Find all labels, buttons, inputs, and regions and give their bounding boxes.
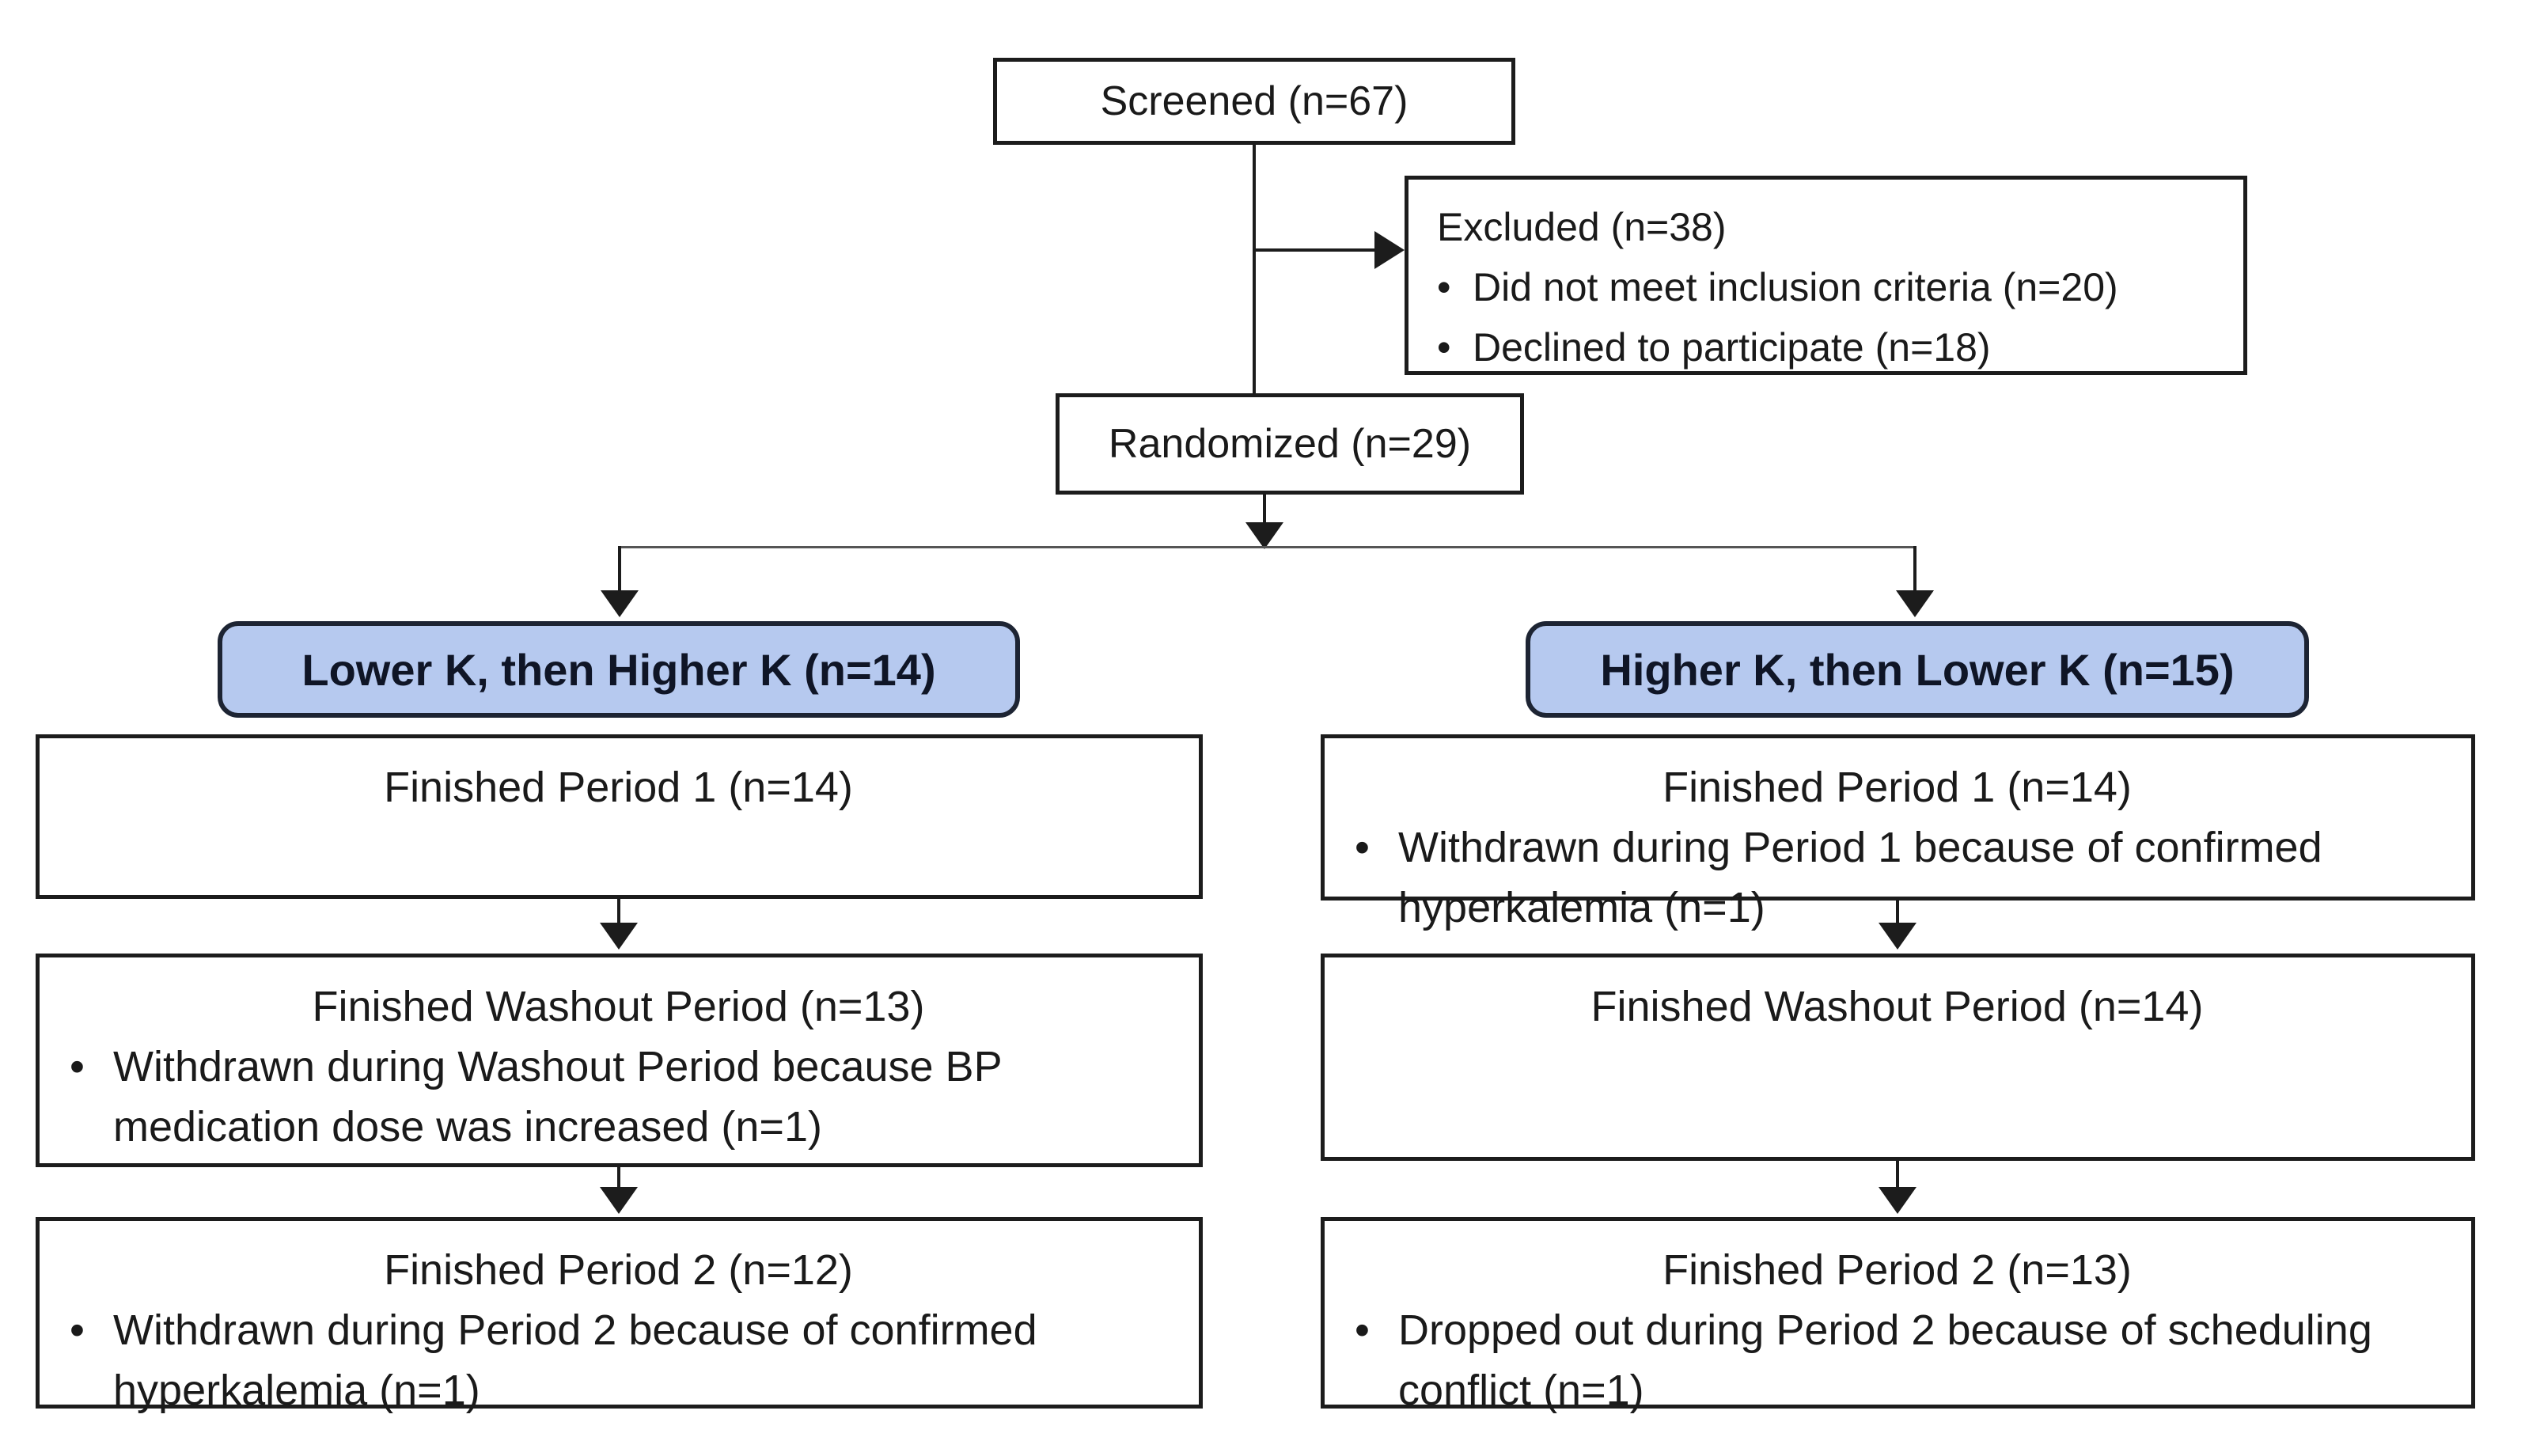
right-period2-box: Finished Period 2 (n=13) • Dropped out d… (1321, 1217, 2475, 1414)
arrowhead-split-icon (1245, 522, 1283, 549)
step-bullet-text: Dropped out during Period 2 because of s… (1398, 1306, 2372, 1414)
left-period1-box: Finished Period 1 (n=14) (36, 734, 1203, 899)
step-bullet: • Withdrawn during Period 2 because of c… (70, 1300, 1167, 1420)
connector-left-arm (618, 546, 621, 592)
connector-right-washout-p2 (1896, 1161, 1899, 1189)
arrowhead-right-washout-icon (1879, 923, 1916, 950)
screened-box: Screened (n=67) (993, 58, 1515, 145)
right-period1-box: Finished Period 1 (n=14) • Withdrawn dur… (1321, 734, 2475, 931)
arm-header-higher-then-lower: Higher K, then Lower K (n=15) (1526, 621, 2309, 718)
arm-header-label: Higher K, then Lower K (n=15) (1600, 644, 2235, 695)
excluded-bullet: • Declined to participate (n=18) (1437, 317, 2224, 377)
right-washout-box: Finished Washout Period (n=14) (1321, 954, 2475, 1161)
connector-screened-randomized (1253, 143, 1256, 395)
connector-left-p1-washout (617, 899, 620, 926)
randomized-box: Randomized (n=29) (1056, 393, 1524, 495)
step-title: Finished Washout Period (n=13) (312, 983, 925, 1030)
arrowhead-left-p2-icon (600, 1187, 638, 1214)
connector-excluded-branch (1253, 248, 1375, 252)
step-title: Finished Washout Period (n=14) (1590, 983, 2204, 1030)
arm-header-label: Lower K, then Higher K (n=14) (301, 644, 936, 695)
connector-left-washout-p2 (617, 1167, 620, 1189)
step-bullet-text: Withdrawn during Period 1 because of con… (1398, 824, 2322, 931)
excluded-bullet-text: Did not meet inclusion criteria (n=20) (1473, 265, 2118, 309)
bullet-marker: • (70, 1043, 85, 1090)
connector-right-p1-washout (1896, 901, 1899, 926)
left-washout-box: Finished Washout Period (n=13) • Withdra… (36, 954, 1203, 1167)
arrowhead-right-p2-icon (1879, 1187, 1916, 1214)
excluded-bullet-text: Declined to participate (n=18) (1473, 325, 1991, 370)
step-title: Finished Period 2 (n=13) (1662, 1246, 2132, 1294)
screened-label: Screened (n=67) (1100, 78, 1408, 124)
step-title: Finished Period 2 (n=12) (384, 1246, 853, 1294)
bullet-marker: • (1355, 824, 1370, 871)
step-bullet-text: Withdrawn during Period 2 because of con… (113, 1306, 1037, 1414)
excluded-bullet: • Did not meet inclusion criteria (n=20) (1437, 257, 2224, 317)
bullet-marker: • (1437, 325, 1451, 370)
arrowhead-right-arm-icon (1896, 590, 1934, 617)
excluded-title: Excluded (n=38) (1437, 205, 1727, 249)
connector-randomized-split (1263, 495, 1266, 525)
split-line (619, 546, 1915, 548)
step-bullet: • Withdrawn during Washout Period becaus… (70, 1037, 1167, 1157)
arrowhead-excluded-icon (1374, 231, 1405, 269)
step-bullet: • Withdrawn during Period 1 because of c… (1355, 817, 2440, 938)
step-title: Finished Period 1 (n=14) (1662, 764, 2132, 811)
left-period2-box: Finished Period 2 (n=12) • Withdrawn dur… (36, 1217, 1203, 1414)
step-title: Finished Period 1 (n=14) (384, 764, 853, 811)
randomized-label: Randomized (n=29) (1108, 421, 1472, 467)
excluded-box: Excluded (n=38) • Did not meet inclusion… (1405, 176, 2247, 375)
bullet-marker: • (70, 1306, 85, 1354)
arm-header-lower-then-higher: Lower K, then Higher K (n=14) (218, 621, 1020, 718)
bullet-marker: • (1437, 265, 1451, 309)
step-bullet: • Dropped out during Period 2 because of… (1355, 1300, 2440, 1420)
arrowhead-left-washout-icon (600, 923, 638, 950)
step-bullet-text: Withdrawn during Washout Period because … (113, 1043, 1002, 1151)
connector-right-arm (1913, 546, 1916, 592)
bullet-marker: • (1355, 1306, 1370, 1354)
arrowhead-left-arm-icon (601, 590, 639, 617)
